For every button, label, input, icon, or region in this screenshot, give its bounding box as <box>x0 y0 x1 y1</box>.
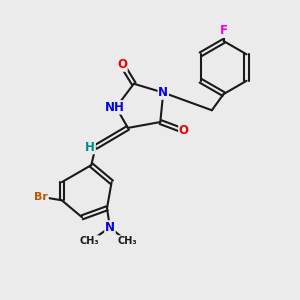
Text: O: O <box>117 58 127 71</box>
Text: N: N <box>158 86 168 99</box>
Text: CH₃: CH₃ <box>80 236 99 246</box>
Text: Br: Br <box>34 192 48 202</box>
Text: NH: NH <box>105 101 124 114</box>
Text: H: H <box>85 141 95 154</box>
Text: F: F <box>220 24 228 37</box>
Text: N: N <box>105 221 115 234</box>
Text: O: O <box>179 124 189 137</box>
Text: CH₃: CH₃ <box>118 236 137 246</box>
